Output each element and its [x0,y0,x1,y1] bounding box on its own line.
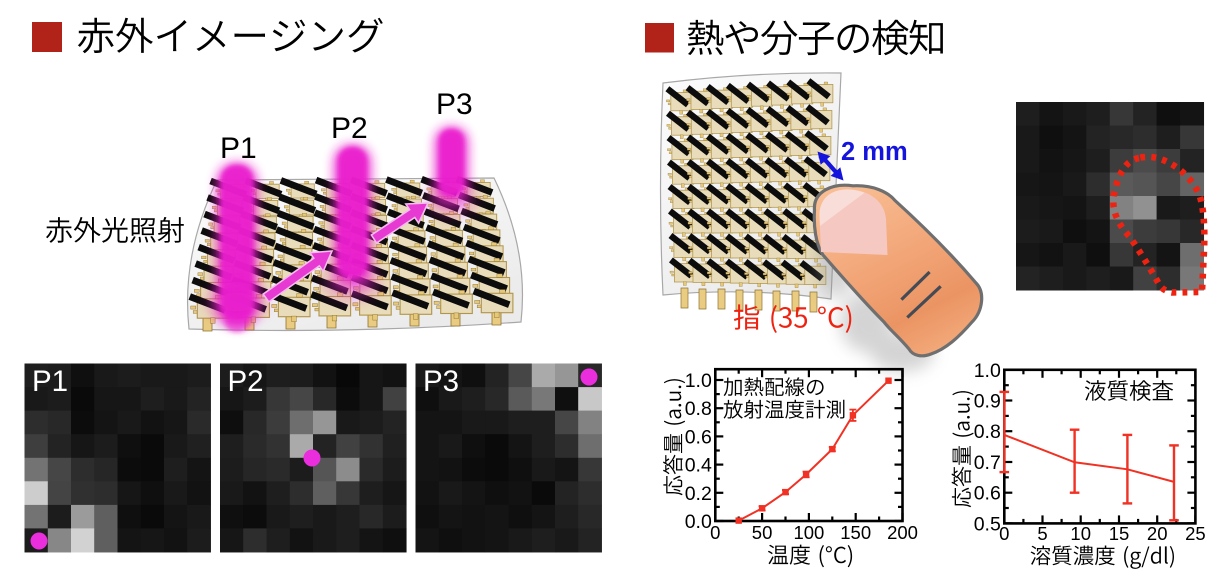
svg-text:0.4: 0.4 [685,455,712,477]
svg-text:25: 25 [1185,523,1206,544]
svg-text:0.8: 0.8 [685,398,712,420]
svg-text:0.7: 0.7 [974,452,1001,474]
svg-text:0: 0 [710,522,720,543]
svg-text:P2: P2 [331,112,368,145]
svg-text:P1: P1 [220,132,257,165]
svg-text:150: 150 [840,522,871,543]
svg-text:0.9: 0.9 [974,391,1001,413]
svg-text:0.2: 0.2 [685,483,712,505]
svg-text:0.6: 0.6 [685,426,712,448]
svg-text:15: 15 [1109,523,1130,544]
svg-text:0: 0 [999,523,1009,544]
svg-text:P2: P2 [228,365,264,398]
svg-text:0.5: 0.5 [974,513,1001,535]
svg-text:200: 200 [887,522,918,543]
svg-text:2 mm: 2 mm [841,138,908,166]
svg-text:1.0: 1.0 [974,360,1001,382]
svg-text:0.0: 0.0 [685,511,712,533]
svg-text:1.0: 1.0 [685,370,712,392]
svg-text:50: 50 [752,522,773,543]
svg-text:0.6: 0.6 [974,483,1001,505]
svg-text:P1: P1 [32,365,68,398]
svg-text:0.8: 0.8 [974,421,1001,443]
svg-text:5: 5 [1037,523,1047,544]
svg-text:100: 100 [793,522,824,543]
svg-text:P3: P3 [423,365,459,398]
svg-text:20: 20 [1147,523,1168,544]
svg-text:P3: P3 [436,88,473,121]
svg-text:10: 10 [1070,523,1091,544]
